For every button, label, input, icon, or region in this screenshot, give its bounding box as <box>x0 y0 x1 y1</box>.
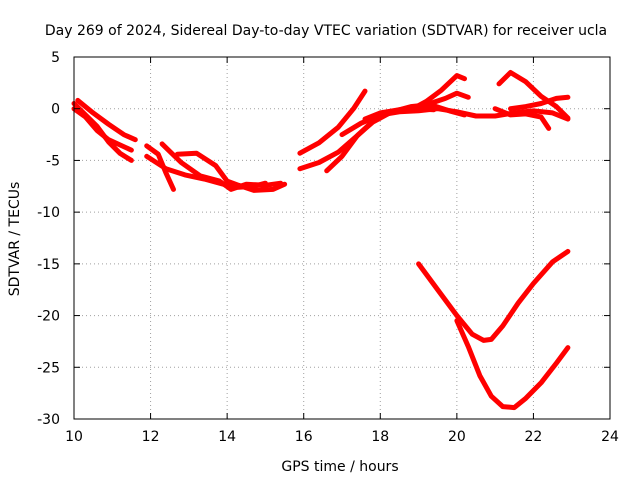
chart-title: Day 269 of 2024, Sidereal Day-to-day VTE… <box>45 23 607 39</box>
x-tick-label: 20 <box>448 429 466 445</box>
x-tick-label: 12 <box>142 429 160 445</box>
series-arc-18 <box>454 318 571 411</box>
series-arc-3 <box>75 97 138 143</box>
y-tick-label: -15 <box>37 257 60 273</box>
y-tick-label: -30 <box>37 412 60 428</box>
plot-frame <box>73 56 611 420</box>
y-tick-label: -10 <box>37 205 60 221</box>
y-axis-label: SDTVAR / TECUs <box>7 182 23 297</box>
x-axis-label: GPS time / hours <box>281 459 398 475</box>
x-tick-label: 14 <box>218 429 236 445</box>
x-tick-label: 24 <box>601 429 619 445</box>
y-tick-label: 0 <box>51 102 60 118</box>
series-arc-13 <box>400 90 471 114</box>
x-tick-label: 22 <box>525 429 543 445</box>
series-arc-15 <box>492 106 552 131</box>
series-arc-16 <box>508 94 571 112</box>
series-arc-8 <box>297 88 368 156</box>
data-series <box>71 70 571 411</box>
x-tick-label: 18 <box>371 429 389 445</box>
series-arc-7 <box>174 150 288 193</box>
series-arc-14 <box>496 70 571 121</box>
series-arc-17 <box>416 248 571 343</box>
axis-ticks: 10 12 14 16 18 20 22 24 5 0 -5 -10 -15 -20 -25 -30 <box>37 50 619 445</box>
y-tick-label: -20 <box>37 309 60 325</box>
y-tick-label: -5 <box>46 153 60 169</box>
x-tick-label: 16 <box>295 429 313 445</box>
series-arc-6 <box>159 141 284 192</box>
series-arc-2 <box>71 106 134 153</box>
x-tick-label: 10 <box>65 429 83 445</box>
y-tick-label: 5 <box>51 50 60 66</box>
y-tick-label: -25 <box>37 360 60 376</box>
